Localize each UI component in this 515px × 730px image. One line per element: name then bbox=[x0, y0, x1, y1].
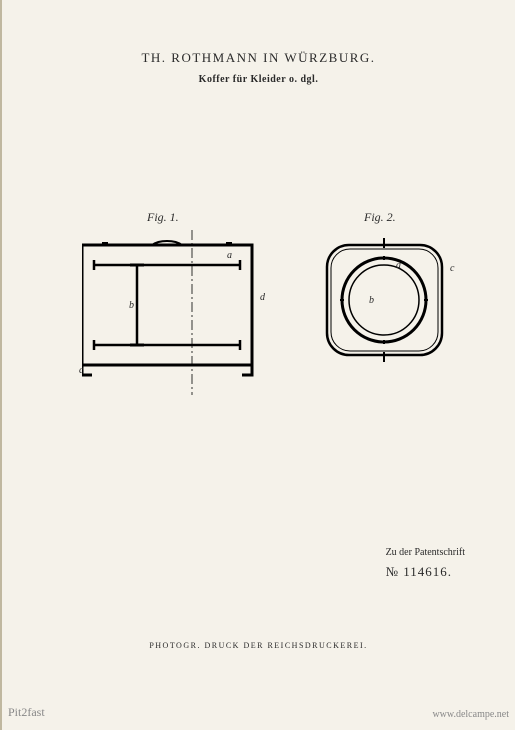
fig2-ref-b: b bbox=[369, 295, 374, 306]
patent-number: № 114616. bbox=[386, 564, 452, 579]
fig2-ref-c: c bbox=[450, 263, 454, 274]
watermark-left: Pit2fast bbox=[8, 705, 45, 720]
fig2-diagram bbox=[322, 230, 452, 370]
patent-page: TH. ROTHMANN IN WÜRZBURG. Koffer für Kle… bbox=[0, 0, 515, 730]
author-line: TH. ROTHMANN IN WÜRZBURG. bbox=[2, 50, 515, 66]
watermark-right: www.delcampe.net bbox=[432, 709, 509, 720]
fig1-ref-d: d bbox=[260, 292, 265, 303]
fig1-label: Fig. 1. bbox=[147, 210, 179, 225]
fig1-ref-b: b bbox=[129, 300, 134, 311]
fig1-ref-a: a bbox=[227, 250, 232, 261]
title-line: Koffer für Kleider o. dgl. bbox=[2, 74, 515, 85]
header: TH. ROTHMANN IN WÜRZBURG. Koffer für Kle… bbox=[2, 0, 515, 85]
fig2-ref-a: a bbox=[396, 260, 401, 271]
patent-text: Zu der Patentschrift bbox=[386, 547, 465, 558]
fig1-ref-c: c bbox=[79, 365, 83, 376]
printer-line: PHOTOGR. DRUCK DER REICHSDRUCKEREI. bbox=[2, 641, 515, 650]
fig1-diagram bbox=[82, 230, 262, 400]
patent-reference: Zu der Patentschrift № 114616. bbox=[386, 547, 465, 580]
fig2-label: Fig. 2. bbox=[364, 210, 396, 225]
figures-area: Fig. 1. bbox=[2, 200, 515, 450]
